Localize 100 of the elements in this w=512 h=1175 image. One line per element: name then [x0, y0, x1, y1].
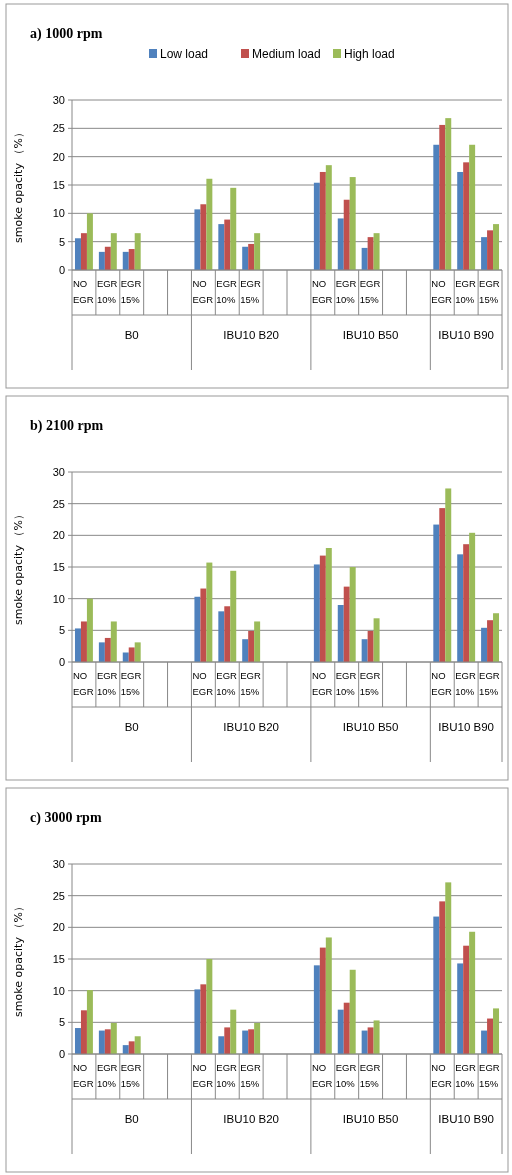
x-tick-label: EGR 10%: [335, 670, 357, 697]
text: IBU10 B50: [342, 721, 399, 733]
y-axis-title: smoke opacity （%）: [12, 127, 25, 243]
bar: [254, 233, 261, 270]
bar: [242, 1030, 249, 1054]
bar: [457, 171, 464, 270]
bar: [469, 931, 476, 1054]
bar: [349, 177, 356, 270]
y-tick-label: 5: [58, 1016, 65, 1029]
text: IBU10 B20: [223, 721, 279, 733]
bar: [200, 204, 207, 270]
bar: [242, 246, 249, 270]
bar: [319, 171, 326, 270]
bar: [487, 1018, 494, 1054]
bar: [439, 901, 446, 1054]
bar: [319, 555, 326, 662]
bar: [194, 209, 201, 270]
bar: [481, 627, 488, 662]
bar: [313, 965, 320, 1054]
bar: [373, 233, 380, 270]
bar: [349, 969, 356, 1054]
y-tick-label: 0: [58, 656, 65, 668]
bar: [349, 567, 356, 662]
x-tick-label: EGR 15%: [479, 670, 500, 697]
y-tick-label: 5: [58, 624, 65, 637]
x-tick-label: NO EGR: [311, 278, 333, 305]
text: B0: [124, 1113, 139, 1125]
bar: [445, 488, 452, 662]
bar: [481, 1030, 488, 1054]
text: IBU10 B90: [438, 721, 494, 733]
bar: [367, 237, 374, 270]
bar: [361, 639, 368, 662]
bar: [439, 124, 446, 270]
x-tick-label: NO EGR: [73, 278, 94, 305]
x-tick-label: EGR 15%: [240, 670, 261, 697]
bar: [218, 611, 225, 662]
bar: [104, 246, 111, 270]
x-tick-label: EGR 10%: [216, 1062, 238, 1089]
x-tick-label: EGR 10%: [216, 670, 238, 697]
x-tick-label: EGR 15%: [479, 278, 500, 305]
y-tick-label: 15: [52, 561, 65, 573]
bar: [98, 251, 105, 270]
y-tick-label: 5: [58, 235, 65, 248]
y-tick-label: 10: [52, 984, 65, 997]
y-tick-label: 30: [52, 858, 65, 870]
text: IBU10 B20: [223, 1113, 279, 1125]
y-axis-title: smoke opacity （%）: [12, 901, 25, 1017]
y-tick-label: 15: [52, 953, 65, 965]
x-tick-label: EGR 10%: [455, 278, 476, 305]
x-tick-label: NO EGR: [431, 1062, 453, 1089]
x-tick-label: NO EGR: [73, 1062, 94, 1089]
bar: [104, 637, 111, 662]
bar: [319, 947, 326, 1054]
bar: [218, 224, 225, 270]
bar: [224, 606, 231, 662]
x-tick-label: NO EGR: [192, 670, 214, 697]
bar: [313, 564, 320, 662]
legend-label: Medium load: [252, 47, 321, 61]
bar: [457, 963, 464, 1054]
bar: [80, 1010, 87, 1054]
bar: [343, 1002, 350, 1054]
y-tick-label: 30: [52, 94, 65, 106]
bar: [481, 237, 488, 270]
chart-title: b) 2100 rpm: [30, 418, 104, 434]
y-tick-label: 10: [52, 592, 65, 605]
bar: [254, 1022, 261, 1054]
bar: [110, 233, 117, 270]
bar: [194, 989, 201, 1054]
bar: [439, 508, 446, 662]
bar: [110, 1022, 117, 1054]
bar: [248, 630, 255, 662]
bar: [248, 1029, 255, 1054]
y-tick-label: 25: [52, 889, 65, 902]
text: IBU10 B90: [438, 1113, 494, 1125]
x-tick-label: NO EGR: [431, 670, 453, 697]
text: IBU10 B90: [438, 329, 494, 341]
x-tick-label: EGR 10%: [335, 278, 357, 305]
y-tick-label: 20: [52, 150, 65, 163]
bar: [337, 218, 344, 270]
x-tick-label: EGR 10%: [96, 670, 118, 697]
bar: [200, 984, 207, 1054]
text: IBU10 B50: [342, 1113, 399, 1125]
bar: [367, 1027, 374, 1054]
bar: [218, 1036, 225, 1054]
bar: [134, 642, 141, 662]
bar: [337, 1009, 344, 1054]
bar: [134, 233, 141, 270]
bar: [86, 598, 93, 662]
y-tick-label: 30: [52, 466, 65, 478]
bar: [134, 1036, 141, 1054]
bar: [433, 144, 440, 270]
x-tick-label: EGR 15%: [120, 278, 142, 305]
bar: [98, 642, 105, 662]
bar: [74, 628, 81, 662]
bar: [122, 1045, 129, 1054]
x-tick-label: EGR 15%: [240, 278, 261, 305]
bar: [469, 144, 476, 270]
bar: [445, 882, 452, 1054]
x-tick-label: EGR 15%: [120, 1062, 142, 1089]
x-tick-label: EGR 10%: [335, 1062, 357, 1089]
